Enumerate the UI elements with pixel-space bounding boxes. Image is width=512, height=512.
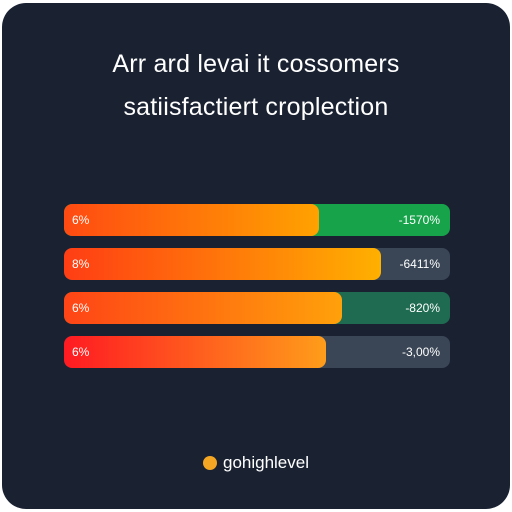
bar-row: 6% -820% [64,292,450,324]
bar-right-label: -3,00% [401,345,440,359]
bar-fill [64,336,327,368]
bar-fill [64,248,381,280]
bar-row: 6% -1570% [64,204,450,236]
chart-card: Arr ard levai it cossomers satiisfactier… [2,3,510,509]
bar-list: 6% -1570% 8% -6411% 6% -820% 6% -3,00% [64,204,450,380]
bar-row: 8% -6411% [64,248,450,280]
bar-left-label: 6% [72,345,90,359]
bar-left-label: 8% [72,257,90,271]
bar-row: 6% -3,00% [64,336,450,368]
bar-right-label: -6411% [399,257,440,271]
bar-right-label: -1570% [398,213,440,227]
chart-title-line-2: satiisfactiert croplection [123,93,389,121]
bar-left-label: 6% [72,213,90,227]
brand-name: gohighlevel [222,453,309,472]
bar-right-label: -820% [405,301,440,315]
bar-fill [64,204,319,236]
chart-title-line-1: Arr ard levai it cossomers [112,50,400,78]
bar-fill [64,292,342,324]
bar-left-label: 6% [72,301,90,315]
brand-dot-icon [202,456,217,470]
brand-logo: gohighlevel [2,452,510,474]
